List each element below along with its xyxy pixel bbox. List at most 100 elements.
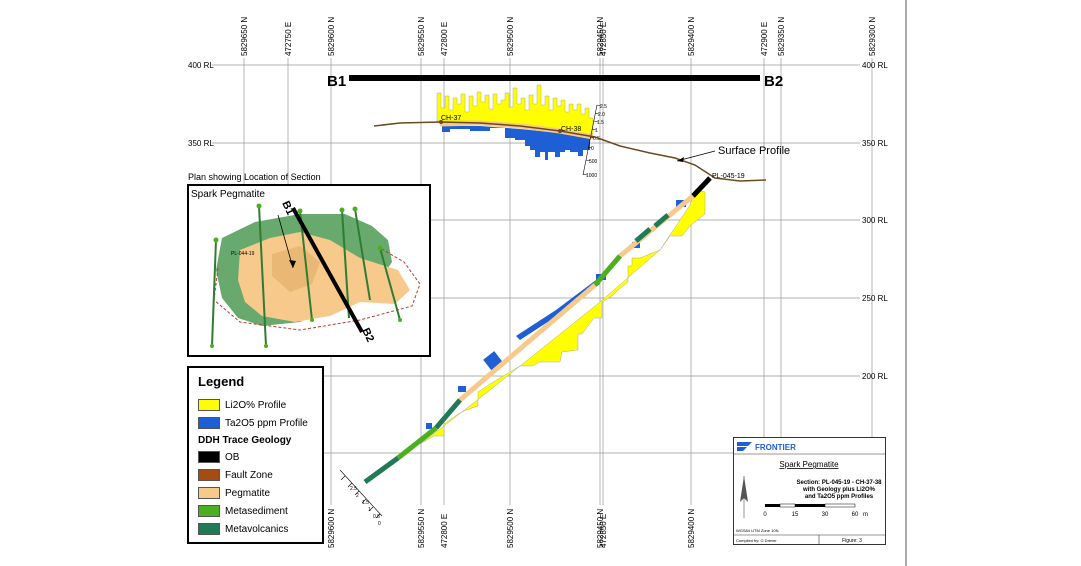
company-name: FRONTIER bbox=[755, 443, 796, 452]
trench-markers: CH-37 CH-38 bbox=[439, 115, 581, 133]
drillhole-label: PL-045-19 bbox=[712, 173, 745, 180]
legend-item-metavolcanics: Metavolcanics bbox=[198, 522, 288, 536]
project-title: Spark Pegmatite bbox=[779, 460, 839, 469]
section-title-line1: Section: PL-045-19 - CH-37-38 bbox=[796, 480, 882, 486]
inset-b2-label: B2 bbox=[359, 326, 376, 344]
rl-label-350-right: 350 RL bbox=[862, 139, 888, 148]
bottom-label-5829400: 5829400 N bbox=[687, 509, 696, 548]
trench-scale-tick-5: 0 bbox=[591, 146, 594, 152]
top-label-5829450: 5829450 N bbox=[596, 17, 605, 56]
compiled-by-label: Compiled by: G Drever bbox=[736, 538, 777, 543]
legend-item-metasediment: Metasediment bbox=[198, 504, 288, 518]
lower-scale-bar: 2.5 2 1.5 1 0.5 0 bbox=[339, 469, 383, 527]
legend-subheading: DDH Trace Geology bbox=[198, 435, 292, 446]
lower-scale-tick-0: 2.5 bbox=[350, 486, 357, 492]
rl-label-400-left: 400 RL bbox=[188, 61, 214, 70]
scale-unit: m bbox=[863, 512, 868, 518]
bottom-label-5829450: 5829450 N bbox=[596, 509, 605, 548]
title-block: FRONTIER Spark Pegmatite Section: PL-045… bbox=[733, 437, 886, 545]
scale-label-60: 60 bbox=[852, 512, 859, 518]
lower-scale-tick-3: 1 bbox=[368, 507, 371, 513]
legend-swatch-pegmatite bbox=[198, 487, 220, 499]
north-arrow-icon bbox=[740, 476, 748, 518]
rl-label-300-right: 300 RL bbox=[862, 216, 888, 225]
inset-plan-map: Spark Pegmatite PL-044-19 B1 B2 bbox=[187, 184, 431, 357]
top-label-5829400: 5829400 N bbox=[687, 17, 696, 56]
inset-b1-label: B1 bbox=[279, 199, 296, 217]
frontier-logo-icon bbox=[737, 442, 752, 451]
li2o-trench-profile bbox=[436, 84, 594, 135]
section-line: B1 B2 bbox=[327, 73, 783, 90]
section-title-line2: with Geology plus Li2O% bbox=[802, 487, 876, 493]
lower-scale-tick-4: 0.5 bbox=[373, 514, 380, 520]
trench-scale-tick-6: 500 bbox=[589, 159, 598, 165]
top-label-472800: 472800 E bbox=[440, 22, 449, 56]
legend-swatch-li2o bbox=[198, 399, 220, 411]
trench-scale-tick-7: 1000 bbox=[586, 173, 597, 179]
legend-label-ta2o5: Ta2O5 ppm Profile bbox=[225, 417, 308, 429]
bottom-coordinate-labels: 5829600 N 5829550 N 472800 E 5829500 N 5… bbox=[327, 509, 696, 548]
scale-label-30: 30 bbox=[822, 512, 829, 518]
trench-label-ch37: CH-37 bbox=[441, 115, 461, 122]
trench-scale-tick-3: 1 bbox=[595, 128, 598, 134]
surface-profile-line bbox=[373, 121, 767, 182]
drillhole-li2o-profile bbox=[419, 189, 706, 445]
top-label-5829300: 5829300 N bbox=[868, 17, 877, 56]
lower-scale-tick-5: 0 bbox=[378, 521, 381, 527]
legend-label-fault-zone: Fault Zone bbox=[225, 469, 273, 481]
top-label-5829500: 5829500 N bbox=[506, 17, 515, 56]
scale-label-0: 0 bbox=[763, 512, 767, 518]
bottom-label-472850: 472850 E bbox=[599, 514, 608, 548]
trench-scale-tick-2: 1.5 bbox=[597, 120, 604, 126]
top-label-472900: 472900 E bbox=[760, 22, 769, 56]
projection-label: WGS84 UTM Zone 10N bbox=[736, 528, 779, 533]
top-label-472850: 472850 E bbox=[599, 22, 608, 56]
top-coordinate-labels: 5829650 N 472750 E 5829600 N 5829550 N 4… bbox=[240, 17, 877, 56]
rl-labels-right: 400 RL 350 RL 300 RL 250 RL 200 RL bbox=[862, 61, 888, 381]
section-label-b1: B1 bbox=[327, 73, 346, 90]
rl-label-400-right: 400 RL bbox=[862, 61, 888, 70]
title-scale-bar: 0 15 30 60 m bbox=[763, 503, 868, 518]
legend-label-pegmatite: Pegmatite bbox=[225, 487, 271, 499]
legend-label-metavolcanics: Metavolcanics bbox=[225, 523, 289, 535]
inset-title: Spark Pegmatite bbox=[191, 189, 265, 200]
section-title-line3: and Ta2O5 ppm Profiles bbox=[805, 494, 874, 500]
lower-scale-tick-1: 2 bbox=[356, 493, 359, 499]
legend-item-ob: OB bbox=[198, 450, 239, 464]
legend-swatch-metavolcanics bbox=[198, 523, 220, 535]
title-block-graphic: FRONTIER Spark Pegmatite Section: PL-045… bbox=[734, 442, 885, 544]
legend-swatch-ob bbox=[198, 451, 220, 463]
top-label-5829600: 5829600 N bbox=[327, 17, 336, 56]
trench-scale-bar: 2.5 2.0 1.5 1 0.5 0 500 1000 bbox=[582, 104, 607, 179]
top-label-472750: 472750 E bbox=[284, 22, 293, 56]
legend-item-fault-zone: Fault Zone bbox=[198, 468, 273, 482]
figure-label: Figure: 3 bbox=[842, 538, 862, 544]
legend-label-metasediment: Metasediment bbox=[225, 505, 288, 517]
rl-label-350-left: 350 RL bbox=[188, 139, 214, 148]
legend-title: Legend bbox=[198, 374, 245, 389]
surface-profile-annotation: Surface Profile bbox=[676, 145, 790, 162]
inset-hole-label: PL-044-19 bbox=[231, 251, 255, 257]
drillhole-trace: PL-045-19 bbox=[363, 173, 745, 485]
top-label-5829650: 5829650 N bbox=[240, 17, 249, 56]
bottom-label-5829600: 5829600 N bbox=[327, 509, 336, 548]
legend-swatch-fault-zone bbox=[198, 469, 220, 481]
ta2o5-trench-profile bbox=[442, 126, 590, 160]
top-label-5829550: 5829550 N bbox=[417, 17, 426, 56]
bottom-label-472800: 472800 E bbox=[440, 514, 449, 548]
scale-label-15: 15 bbox=[792, 512, 799, 518]
inset-heading: Plan showing Location of Section bbox=[188, 172, 321, 182]
trench-scale-tick-1: 2.0 bbox=[598, 112, 605, 118]
trench-label-ch38: CH-38 bbox=[561, 126, 581, 133]
trench-scale-tick-4: 0.5 bbox=[593, 136, 600, 142]
section-label-b2: B2 bbox=[764, 73, 783, 90]
rl-label-250-right: 250 RL bbox=[862, 294, 888, 303]
legend-swatch-ta2o5 bbox=[198, 417, 220, 429]
legend-swatch-metasediment bbox=[198, 505, 220, 517]
rl-labels-left: 400 RL 350 RL bbox=[188, 61, 214, 148]
legend-label-ob: OB bbox=[225, 451, 240, 463]
bottom-label-5829550: 5829550 N bbox=[417, 509, 426, 548]
legend-label-li2o: Li2O% Profile bbox=[225, 399, 287, 411]
legend-item-pegmatite: Pegmatite bbox=[198, 486, 270, 500]
